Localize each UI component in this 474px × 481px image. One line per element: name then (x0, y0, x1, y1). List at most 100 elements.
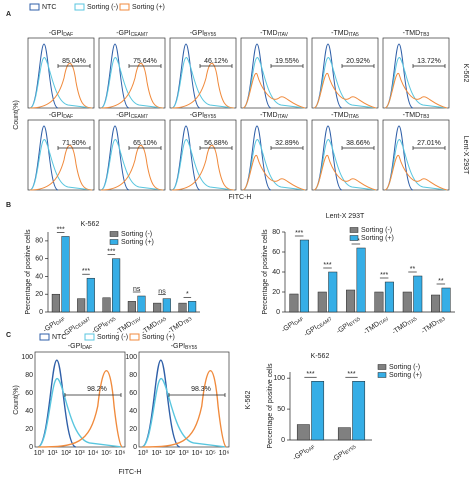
x-tick-label: 10⁰ (138, 449, 149, 457)
plot-frame (27, 37, 95, 109)
column-title-base: -TMD (403, 30, 421, 37)
histogram: -TMDITAV 32.89% (240, 112, 308, 191)
x-tick-label-sub: ITAV (131, 316, 143, 327)
gate-percent: 98.2% (87, 386, 107, 393)
x-tick-label-sub: DAF (294, 316, 306, 327)
x-tick-label: 10² (61, 450, 72, 457)
legend-item: Sorting (+) (119, 3, 165, 11)
y-axis-label: Count(%) (13, 385, 20, 415)
plot-title-base: -GPI (68, 343, 82, 350)
gate-percent: 20.92% (346, 58, 370, 65)
bar (102, 297, 111, 313)
histogram: -TMDITAV 19.55% (240, 30, 308, 109)
neg-curve (171, 139, 235, 191)
y-tick-label: 20 (25, 426, 33, 433)
bar-chart: Lent-X 293T Percentage of positive cells 0… (262, 213, 455, 338)
plot-title-sub: BY55 (185, 345, 197, 351)
ntc-curve (141, 359, 181, 448)
legend-label: Sorting (-) (361, 227, 392, 234)
gate (412, 146, 446, 150)
x-tick-label-sub: ITAV (378, 316, 390, 327)
y-tick-label: 100 (273, 375, 285, 382)
gate-percent: 13.72% (417, 58, 441, 65)
y-axis-label: Percentage of positive cells (262, 229, 269, 315)
significance: *** (380, 272, 388, 279)
curves (171, 125, 235, 191)
gate-percent: 75.64% (133, 58, 157, 65)
significance: *** (306, 371, 314, 378)
histogram: -GPIBY55 56.88% (169, 112, 237, 191)
significance: ** (438, 278, 444, 285)
significance: *** (347, 371, 355, 378)
column-title: -GPIDAF (49, 112, 73, 120)
ntc-curve (242, 43, 272, 109)
x-tick-label-sub: TB3 (182, 316, 193, 326)
chart-title: K-562 (311, 353, 330, 360)
column-title-base: -GPI (116, 30, 130, 37)
column-title-sub: BY55 (204, 114, 216, 120)
bar (337, 427, 351, 441)
histogram: -TMDTB3 27.01% (382, 112, 450, 191)
legend-swatch (109, 231, 119, 237)
plot-frame (98, 37, 166, 109)
column-title: -GPIDAF (49, 30, 73, 38)
gate (57, 64, 91, 68)
curves (242, 43, 306, 109)
bar (317, 291, 327, 313)
column-title-sub: CEAM7 (131, 114, 148, 120)
gate-percent: 65.10% (133, 140, 157, 147)
histogram: -TMDITA5 20.92% (311, 30, 379, 109)
y-tick-label: 40 (35, 273, 43, 280)
column-title-base: -GPI (190, 112, 204, 119)
bar (299, 239, 309, 313)
legend-item: Sorting (-) (84, 333, 128, 341)
plot-frame (240, 119, 308, 191)
bar (137, 295, 146, 313)
panel-label: B (6, 202, 11, 209)
significance: *** (352, 238, 360, 245)
column-title: -TMDTB3 (403, 30, 430, 38)
histogram: -GPICEAM7 65.10% (98, 112, 166, 191)
gate-percent: 32.89% (275, 140, 299, 147)
panel-label: A (6, 11, 11, 18)
gate (270, 146, 304, 150)
legend-swatch (129, 333, 140, 341)
y-tick-label: 0 (133, 444, 137, 451)
column-title-sub: TB3 (420, 114, 429, 120)
curves (384, 43, 448, 109)
bar-chart: K-562 Percentage of positive cells 0 20 40 60… (25, 221, 200, 338)
x-tick-label: -GPIBY55 (335, 314, 362, 336)
x-tick-label: -TMDTB3 (167, 314, 194, 336)
histogram: -GPIDAF 85.04% (27, 30, 95, 109)
column-title-sub: ITAV (278, 32, 289, 38)
y-tick-label: 100 (21, 354, 33, 361)
x-tick-label: 10⁵ (205, 450, 216, 457)
column-title-base: -GPI (49, 112, 63, 119)
plot-title: -GPIBY55 (171, 343, 198, 351)
legend-swatch (39, 333, 50, 341)
column-title-base: -TMD (331, 30, 349, 37)
plot-frame (311, 37, 379, 109)
x-tick-label: 10⁴ (88, 450, 99, 457)
gate (57, 146, 91, 150)
legend-swatch (377, 364, 387, 370)
curves (141, 359, 227, 448)
bar (346, 289, 356, 313)
column-title-sub: ITA5 (349, 114, 359, 120)
x-tick-label-sub: ITA5 (156, 316, 168, 327)
histogram: -GPIBY55 46.12% (169, 30, 237, 109)
curves (313, 125, 377, 191)
plot-frame (138, 351, 230, 448)
column-title-sub: ITAV (278, 114, 289, 120)
legend-item: NTC (29, 3, 56, 11)
curves (100, 43, 164, 109)
legend-label: NTC (52, 334, 66, 341)
gate-percent: 71.90% (62, 140, 86, 147)
legend-label: Sorting (-) (97, 334, 128, 341)
plot-frame (382, 37, 450, 109)
x-tick-label: 10³ (178, 450, 189, 457)
y-tick-label: 20 (129, 426, 137, 433)
y-tick-label: 80 (129, 372, 137, 379)
y-tick-label: 0 (29, 444, 33, 451)
neg-curve (29, 57, 93, 109)
